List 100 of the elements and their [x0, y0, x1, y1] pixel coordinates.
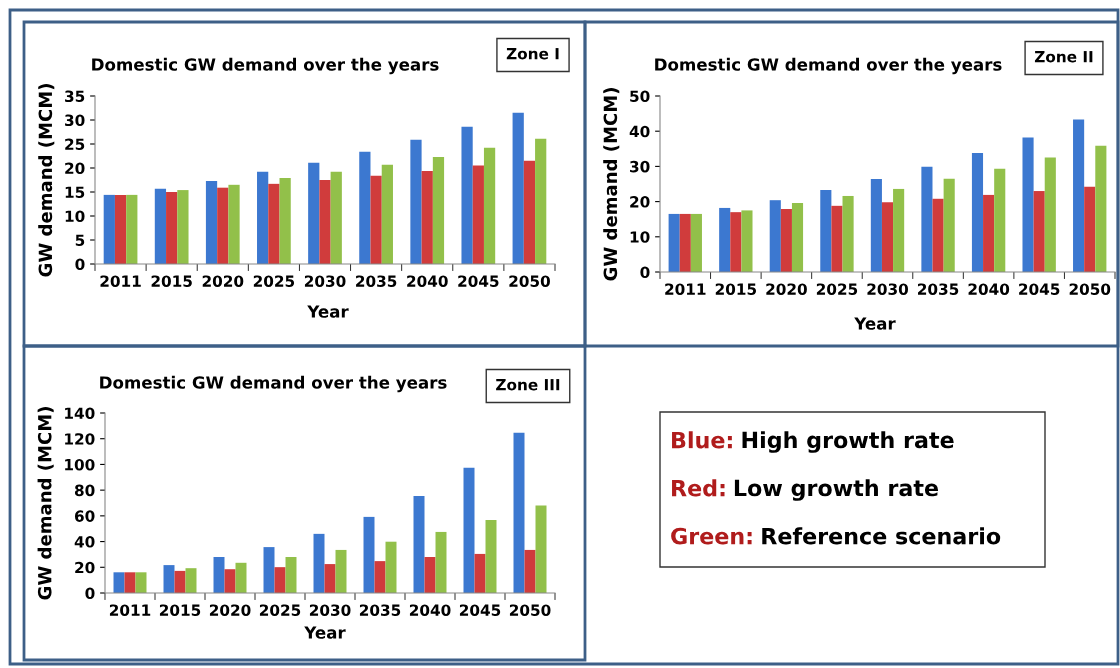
y-tick-label: 20 — [75, 561, 95, 574]
text: Red: Low growth rate — [672, 479, 938, 501]
x-tick-label: 2020 — [209, 604, 251, 616]
y-tick-label: 40 — [629, 125, 650, 138]
x-tick-label: 2050 — [509, 275, 550, 287]
bar — [235, 562, 247, 593]
x-tick-label: 2015 — [715, 283, 757, 295]
bar — [983, 194, 995, 272]
bar — [842, 195, 854, 272]
x-tick-label: 2011 — [665, 283, 706, 295]
bar — [1073, 119, 1085, 272]
x-tick-label: 2040 — [409, 604, 451, 616]
bar — [719, 207, 731, 272]
x-tick-label: 2015 — [151, 275, 192, 287]
bar — [385, 541, 397, 593]
x-tick-label: 2035 — [356, 275, 397, 287]
bar — [313, 533, 325, 593]
x-tick-label: 2011 — [109, 604, 151, 616]
bar — [1033, 191, 1045, 272]
bar — [274, 567, 286, 593]
bar — [308, 162, 320, 264]
y-tick-label: 20 — [630, 196, 650, 208]
text: Blue: High growth rate — [672, 431, 954, 453]
x-tick-label: 2025 — [259, 604, 301, 616]
x-tick-label: 2035 — [918, 283, 959, 295]
x-axis-title: Year — [304, 626, 346, 639]
bar — [1022, 137, 1034, 272]
y-tick-label: 30 — [65, 114, 85, 127]
bar — [126, 194, 138, 264]
y-tick-label: 10 — [630, 231, 650, 243]
bar — [780, 208, 792, 272]
x-tick-label: 2035 — [359, 604, 401, 616]
x-axis-title: Year — [307, 305, 349, 318]
bar — [831, 205, 843, 272]
bar — [330, 171, 342, 264]
bar — [994, 168, 1006, 272]
bar — [413, 495, 425, 593]
y-tick-label: 60 — [74, 510, 95, 522]
y-axis-title: GW demand (MCM) — [38, 84, 55, 277]
bar — [359, 151, 371, 264]
bar — [472, 165, 484, 264]
bar — [217, 187, 229, 264]
bar — [820, 189, 832, 272]
bar — [124, 572, 136, 593]
bar — [943, 178, 955, 272]
y-tick-label: 25 — [65, 138, 85, 151]
y-tick-label: 40 — [74, 536, 95, 548]
chart-title: Domestic GW demand over the years — [100, 375, 447, 393]
chart-title: Domestic GW demand over the years — [92, 57, 439, 75]
bar — [463, 467, 475, 593]
y-tick-label: 0 — [85, 587, 95, 600]
y-tick-label: 50 — [630, 90, 650, 103]
x-tick-label: 2040 — [968, 283, 1010, 295]
y-tick-label: 100 — [65, 458, 95, 471]
y-tick-label: 0 — [640, 266, 650, 279]
bar — [512, 112, 524, 264]
y-tick-label: 140 — [65, 407, 95, 420]
bar — [319, 180, 331, 264]
bar — [769, 200, 781, 272]
bar — [523, 160, 536, 264]
x-tick-label: 2050 — [509, 604, 551, 616]
bar — [421, 170, 433, 264]
bar — [185, 568, 197, 593]
bar — [257, 171, 269, 264]
bar — [1084, 186, 1096, 272]
bar — [483, 147, 496, 264]
text: Zone I — [506, 48, 559, 60]
x-tick-label: 2011 — [100, 275, 141, 287]
bar — [177, 190, 189, 264]
bar — [668, 213, 680, 272]
x-tick-label: 2025 — [816, 283, 858, 295]
y-axis-title: GW demand (MCM) — [603, 88, 620, 281]
y-tick-label: 5 — [75, 234, 85, 247]
bar — [363, 516, 375, 593]
x-tick-label: 2045 — [459, 604, 501, 616]
y-tick-label: 120 — [65, 433, 95, 445]
x-tick-label: 2030 — [867, 283, 909, 295]
bar — [135, 572, 147, 593]
x-tick-label: 2040 — [407, 275, 448, 287]
bar — [932, 198, 944, 272]
bar — [1095, 145, 1107, 272]
bar — [268, 183, 280, 264]
x-tick-label: 2030 — [309, 604, 351, 616]
x-tick-label: 2020 — [766, 283, 807, 295]
x-tick-label: 2025 — [253, 275, 295, 287]
bar — [435, 531, 447, 593]
bar — [432, 156, 445, 264]
bar — [1044, 157, 1056, 272]
bar — [730, 212, 742, 272]
x-tick-label: 2045 — [1019, 283, 1060, 295]
y-tick-label: 30 — [630, 160, 650, 173]
bar — [381, 164, 393, 264]
bar — [921, 166, 933, 272]
x-tick-label: 2050 — [1069, 283, 1111, 295]
bar — [335, 549, 347, 593]
y-tick-label: 0 — [75, 258, 85, 271]
y-tick-label: 20 — [65, 162, 85, 175]
bar — [166, 192, 178, 264]
bar — [881, 202, 894, 272]
text: Zone III — [496, 379, 560, 391]
